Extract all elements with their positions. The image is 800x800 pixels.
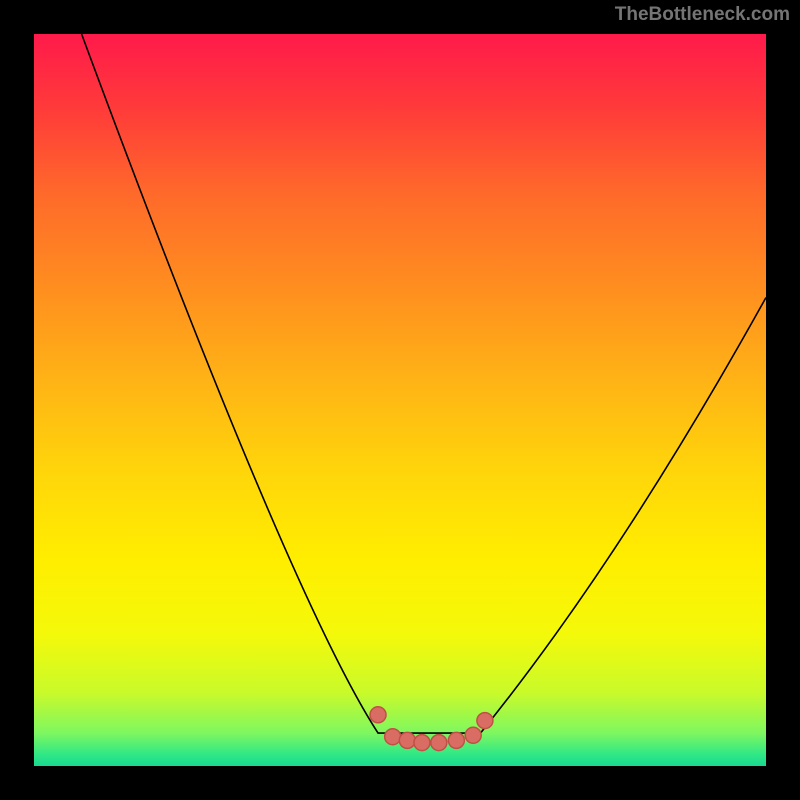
curve-layer [34, 34, 766, 766]
trough-marker [399, 732, 415, 748]
bottleneck-curve [82, 34, 766, 733]
trough-marker [414, 735, 430, 751]
watermark-text: TheBottleneck.com [615, 4, 790, 26]
plot-area [34, 34, 766, 766]
trough-marker [448, 732, 464, 748]
trough-marker [370, 707, 386, 723]
trough-marker [477, 713, 493, 729]
trough-marker [431, 735, 447, 751]
trough-marker [385, 729, 401, 745]
trough-marker [465, 727, 481, 743]
chart-frame: TheBottleneck.com [0, 0, 800, 800]
